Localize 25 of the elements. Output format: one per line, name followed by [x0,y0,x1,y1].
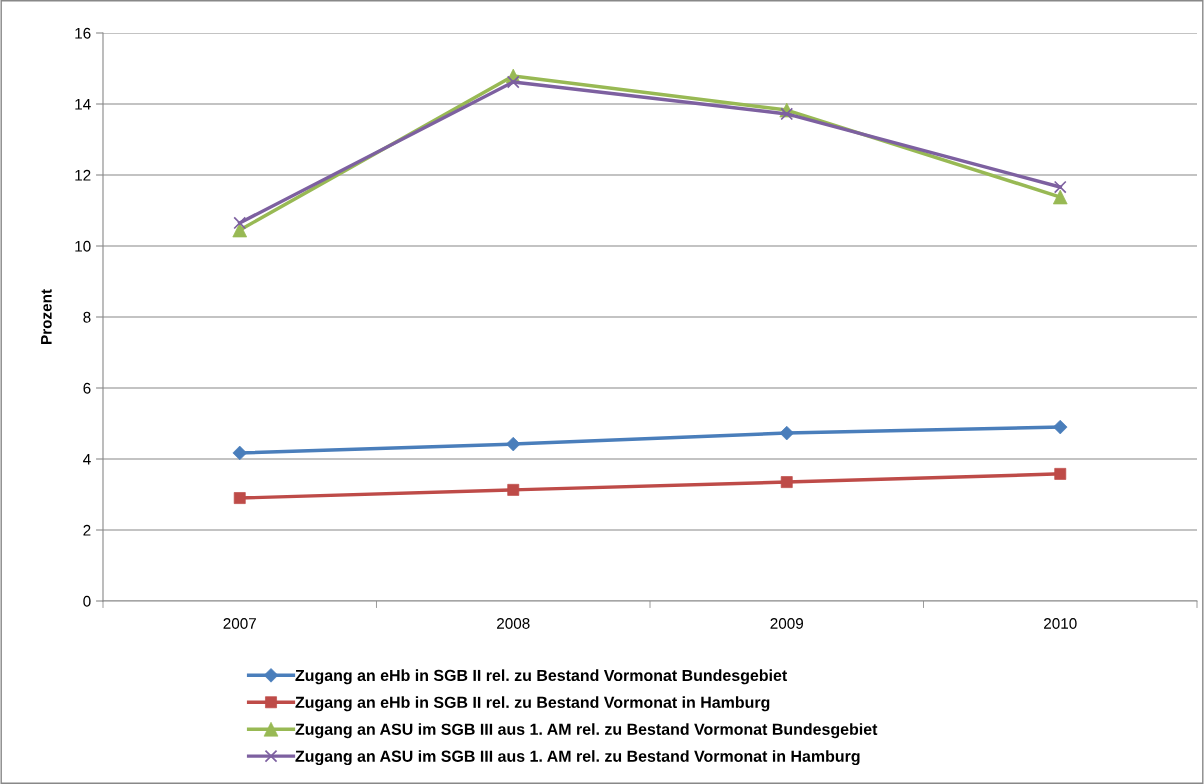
y-tick-label: 14 [75,99,91,110]
y-tick-label: 8 [83,311,91,323]
y-tick-label: 16 [75,27,91,39]
point [506,75,520,89]
y-tick-label: 6 [83,382,91,394]
y-axis-title: Prozent [41,289,52,344]
y-tick-label: 12 [75,169,91,181]
point [1053,180,1067,194]
y-tick-label: 4 [83,454,91,465]
legend-label: Zugang an eHb in SGB II rel. zu Bestand Vormonat in Hamburg [295,696,770,712]
x-tick-label: 2008 [497,618,530,629]
y-tick-label: 10 [75,240,91,252]
point [232,445,247,461]
point [233,216,247,230]
point [780,107,794,121]
x-tick-label: 2010 [1044,618,1077,629]
y-tick-label: 0 [83,595,91,607]
y-tick-label: 2 [83,524,91,536]
legend-label: Zugang an ASU im SGB III aus 1. AM rel. zu Bestand Vormonat Bundesgebiet [295,723,878,739]
legend-label: Zugang an eHb in SGB II rel. zu Bestand Vormonat Bundesgebiet [295,669,788,685]
x-tick-label: 2009 [770,618,804,629]
legend-label: Zugang an ASU im SGB III aus 1. AM rel. zu Bestand Vormonat in Hamburg [295,750,860,766]
point [779,425,794,441]
x-tick-label: 2007 [223,618,256,629]
point [506,436,521,452]
